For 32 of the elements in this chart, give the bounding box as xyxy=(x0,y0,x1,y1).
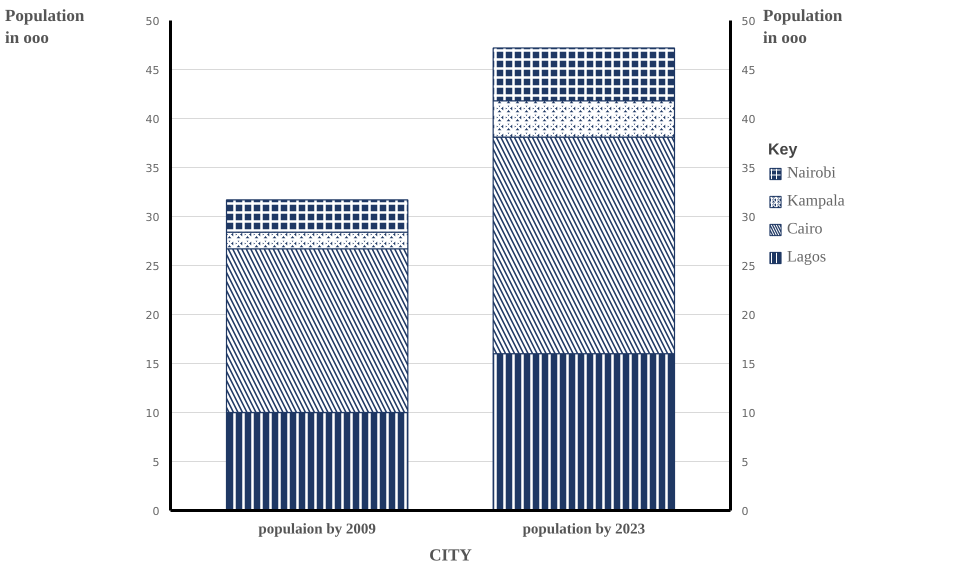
y2-tick-label: 35 xyxy=(742,162,756,175)
y-tick-label: 35 xyxy=(146,162,160,175)
y-tick-label: 25 xyxy=(146,260,160,273)
y-tick-label: 20 xyxy=(146,309,160,322)
x-tick-label: populaion by 2009 xyxy=(258,522,376,538)
y-tick-label: 15 xyxy=(146,358,160,371)
y2-tick-label: 40 xyxy=(742,113,756,126)
y2-tick-label: 20 xyxy=(742,309,756,322)
y-tick-label: 50 xyxy=(146,15,160,28)
x-axis-title: CITY xyxy=(429,546,472,564)
y-tick-label: 5 xyxy=(152,456,160,469)
y2-tick-label: 10 xyxy=(742,407,756,420)
y2-axis-title: Population in ooo xyxy=(763,5,842,50)
y-tick-label: 10 xyxy=(146,407,160,420)
y-tick-label: 0 xyxy=(152,505,160,518)
legend-label: Cairo xyxy=(787,220,823,239)
legend-label: Lagos xyxy=(787,248,826,267)
legend-label: Kampala xyxy=(787,192,845,211)
y2-tick-label: 0 xyxy=(742,505,748,518)
legend-title: Key xyxy=(768,142,798,160)
x-tick-label: population by 2023 xyxy=(522,522,646,538)
y-tick-label: 40 xyxy=(146,113,160,126)
y-tick-label: 45 xyxy=(146,64,160,77)
y-axis-title: Population in ooo xyxy=(5,5,84,50)
y2-tick-label: 5 xyxy=(742,456,748,469)
y2-tick-label: 15 xyxy=(742,358,756,371)
y2-tick-label: 45 xyxy=(742,64,756,77)
y2-tick-label: 25 xyxy=(742,260,756,273)
y2-tick-label: 50 xyxy=(742,15,756,28)
legend-label: Nairobi xyxy=(787,164,836,183)
y-tick-label: 30 xyxy=(146,211,160,224)
y2-tick-label: 30 xyxy=(742,211,756,224)
